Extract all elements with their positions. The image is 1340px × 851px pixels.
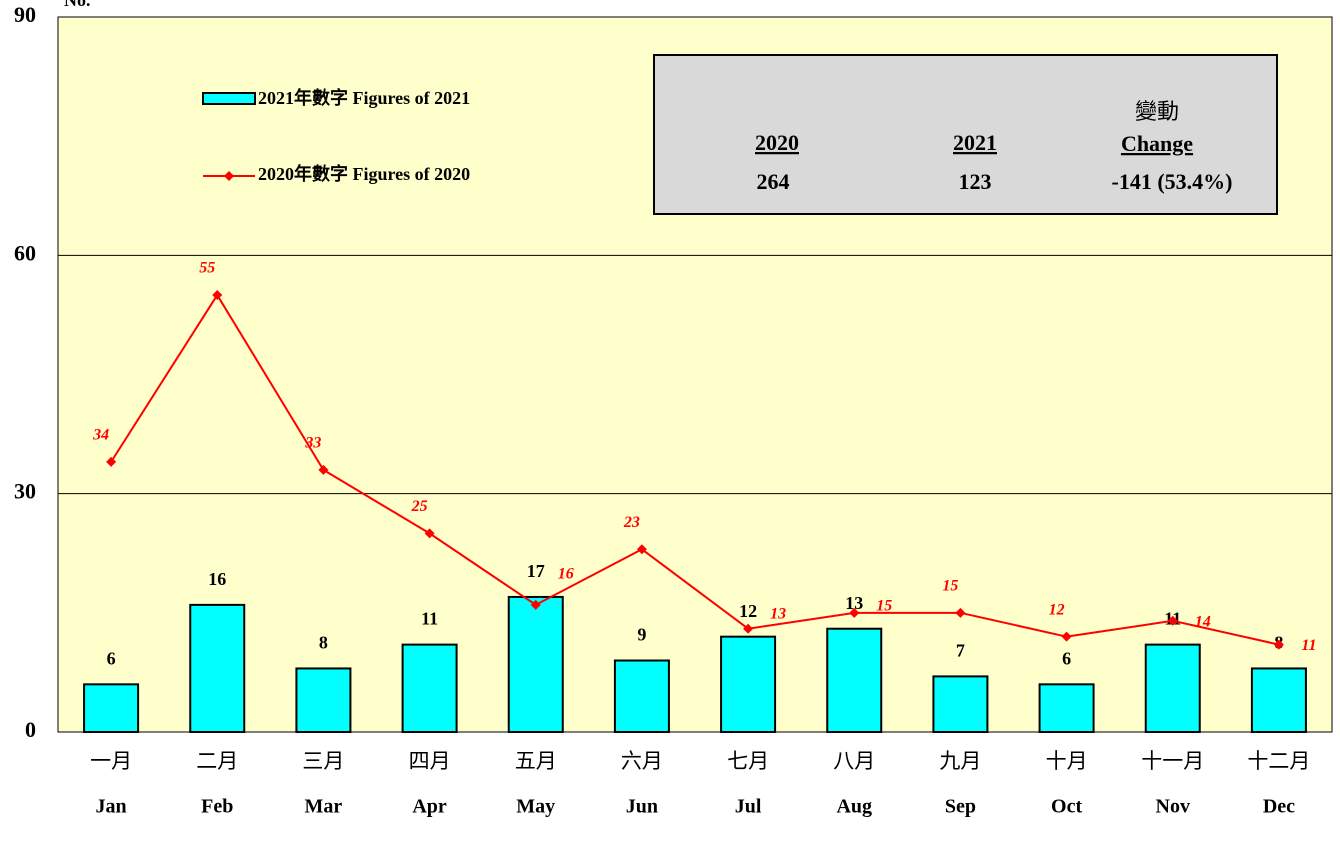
- line-value-label: 15: [876, 597, 892, 614]
- bar: [507, 595, 564, 734]
- bar-value-label: 11: [421, 609, 438, 629]
- x-tick-label: Jul: [735, 796, 762, 818]
- line-value-label: 25: [411, 498, 428, 515]
- bar: [1250, 667, 1307, 734]
- bar-value-label: 13: [845, 593, 863, 613]
- x-tick-label: Aug: [836, 796, 872, 818]
- line-marker: [530, 599, 541, 610]
- x-tick-label: May: [516, 796, 555, 818]
- x-tick-label: 九月: [939, 749, 981, 773]
- bar-value-label: 16: [208, 569, 226, 589]
- bar-value-label: 12: [739, 601, 757, 621]
- line-marker: [1273, 639, 1284, 650]
- summary-box: [653, 54, 1278, 215]
- line-marker: [106, 456, 117, 467]
- line-value-label: 11: [1301, 637, 1316, 654]
- y-tick-label: 60: [14, 240, 36, 265]
- summary-value: -141 (53.4%): [1112, 169, 1233, 194]
- bar-value-label: 9: [637, 625, 646, 645]
- summary-header: 2021: [953, 130, 997, 155]
- x-tick-label: 一月: [90, 749, 132, 773]
- line-value-label: 34: [92, 427, 109, 444]
- x-tick-label: Dec: [1263, 796, 1295, 818]
- line-marker: [743, 623, 754, 634]
- x-tick-label: 六月: [621, 749, 663, 773]
- bar: [83, 683, 140, 733]
- bar: [401, 643, 458, 733]
- line-marker: [318, 464, 329, 475]
- line-marker: [849, 607, 860, 618]
- line-value-label: 12: [1049, 601, 1065, 618]
- line-marker: [424, 528, 435, 539]
- line-value-label: 14: [1195, 613, 1211, 630]
- bar-value-label: 6: [1062, 648, 1071, 668]
- legend-marker: [224, 171, 234, 181]
- x-tick-label: 三月: [302, 749, 344, 773]
- summary-value: 264: [757, 169, 790, 194]
- x-tick-label: Jun: [626, 796, 658, 818]
- x-tick-label: Nov: [1156, 796, 1190, 818]
- line-value-label: 23: [623, 514, 640, 531]
- bar-value-label: 6: [107, 648, 116, 668]
- x-tick-label: 十二月: [1247, 749, 1310, 773]
- x-tick-label: 八月: [833, 749, 875, 773]
- x-tick-label: 四月: [409, 749, 451, 773]
- plot-border: [57, 16, 1333, 733]
- bar-value-label: 8: [319, 633, 328, 653]
- line-marker: [955, 607, 966, 618]
- bar-value-label: 17: [527, 561, 545, 581]
- legend-label: 2020年數字 Figures of 2020: [258, 163, 470, 184]
- x-tick-label: 十一月: [1141, 749, 1204, 773]
- bar: [720, 635, 777, 734]
- line-marker: [212, 290, 223, 301]
- x-tick-label: Jan: [96, 796, 127, 818]
- legend-swatch-bar: [202, 92, 256, 105]
- y-tick-label: 0: [25, 717, 36, 742]
- summary-value: 123: [959, 169, 992, 194]
- summary-header: 2020: [755, 130, 799, 155]
- bar: [1144, 643, 1201, 733]
- x-tick-label: Oct: [1051, 796, 1082, 818]
- bar: [189, 603, 246, 734]
- line-value-label: 33: [304, 435, 321, 452]
- bar: [1038, 683, 1095, 733]
- summary-header: Change: [1121, 131, 1193, 156]
- bar: [826, 627, 883, 734]
- bar: [932, 675, 989, 734]
- line-value-label: 15: [942, 578, 958, 595]
- line-value-label: 16: [558, 566, 574, 583]
- y-axis-label: No.: [64, 0, 91, 10]
- x-tick-label: 五月: [515, 749, 557, 773]
- legend-label: 2021年數字 Figures of 2021: [258, 87, 470, 108]
- x-tick-label: Sep: [945, 796, 976, 818]
- line-marker: [1167, 615, 1178, 626]
- x-tick-label: Apr: [412, 796, 447, 818]
- y-tick-label: 90: [14, 2, 36, 27]
- line-marker: [636, 544, 647, 555]
- x-tick-label: Feb: [201, 796, 233, 818]
- line-value-label: 13: [770, 605, 786, 622]
- bar-value-label: 7: [956, 641, 965, 661]
- y-tick-label: 30: [14, 479, 36, 504]
- bar: [295, 667, 352, 734]
- x-tick-label: 七月: [727, 749, 769, 773]
- x-tick-label: 十月: [1046, 749, 1088, 773]
- x-tick-label: 二月: [196, 749, 238, 773]
- bar: [613, 659, 670, 733]
- line-marker: [1061, 631, 1072, 642]
- plot: 6168111791213761183455332516231315151214…: [58, 16, 1332, 734]
- line-value-label: 55: [199, 260, 215, 277]
- summary-header: 變動: [1135, 100, 1179, 125]
- x-tick-label: Mar: [305, 796, 343, 818]
- line: [110, 293, 1280, 646]
